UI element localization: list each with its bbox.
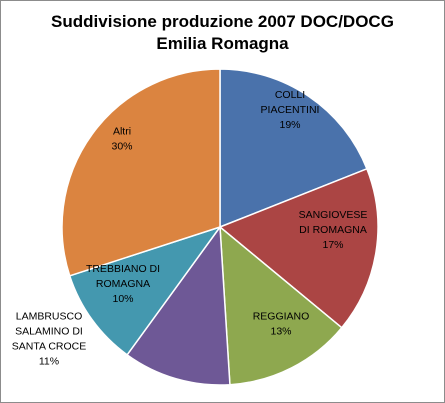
slice-label-line: SALAMINO DI [15,326,83,338]
pie-slice-colli-piacentini [219,68,368,229]
slice-percent: 10% [112,293,133,305]
slice-label-lambrusco-salamino-di-santa-croce: LAMBRUSCO SALAMINO DI SANTA CROCE 11% [12,311,86,368]
slice-percent: 19% [279,119,300,131]
chart-title-line-1: Suddivisione produzione 2007 DOC/DOCG [51,12,394,31]
slice-label-colli-piacentini: COLLI PIACENTINI 19% [261,89,320,131]
pie-slice-altri [61,68,221,277]
chart-title-line-2: Emilia Romagna [156,34,289,53]
slice-label-line: SANGIOVESE [299,209,368,221]
slice-label-line: DI ROMAGNA [299,224,367,236]
slice-percent: 11% [39,356,59,368]
pie-slice-trebbiano-di-romagna [68,225,222,356]
pie-slice-reggiano [219,225,343,386]
slice-label-reggiano: REGGIANO 13% [253,311,310,338]
slice-label-line: PIACENTINI [261,104,320,116]
pie-slice-sangiovese-di-romagna [218,167,379,329]
slice-label-line: ROMAGNA [96,278,150,290]
pie-slice-lambrusco-salamino-di-santa-croce [126,224,231,386]
slice-percent: 17% [322,239,343,251]
slice-label-line: TREBBIANO DI [86,263,160,275]
slice-percent: 30% [111,141,132,153]
chart-title: Suddivisione produzione 2007 DOC/DOCG Em… [1,11,444,55]
slice-label-line: REGGIANO [253,311,310,323]
slice-label-line: SANTA CROCE [12,341,86,353]
slice-label-sangiovese-di-romagna: SANGIOVESE DI ROMAGNA 17% [299,209,368,251]
slice-label-line: LAMBRUSCO [16,311,83,323]
slice-percent: 13% [270,326,291,338]
slice-label-altri: Altri 30% [111,126,132,153]
slice-label-line: Altri [113,126,131,138]
slice-label-line: COLLI [275,89,305,101]
slice-label-trebbiano-di-romagna: TREBBIANO DI ROMAGNA 10% [86,263,160,305]
